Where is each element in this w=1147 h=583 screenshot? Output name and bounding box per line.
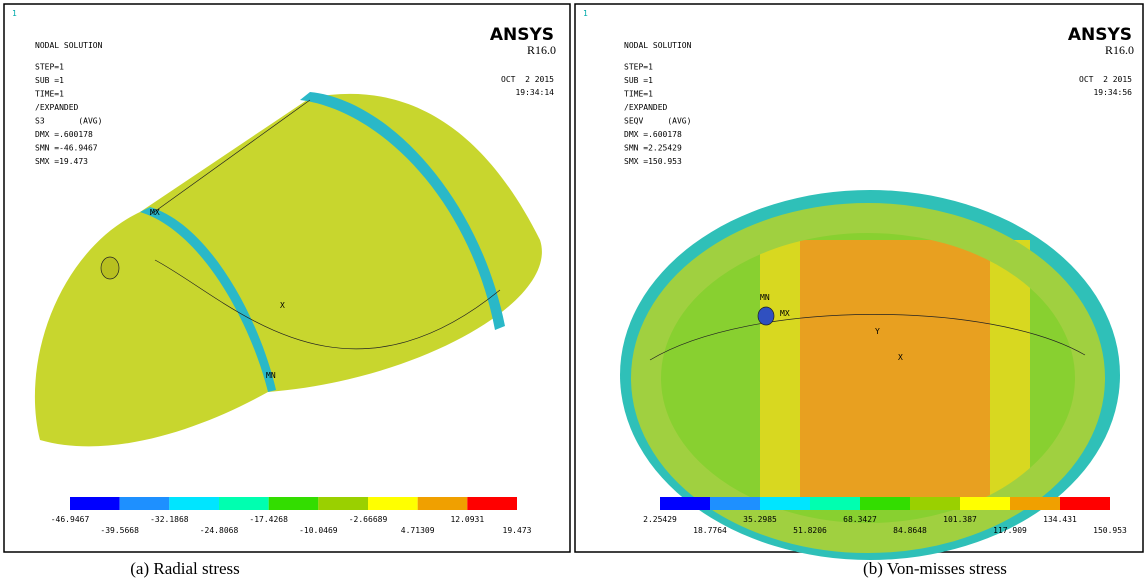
colorbar-band [219,497,269,510]
time: 19:34:56 [1093,88,1132,97]
caption: (a) Radial stress [130,559,240,578]
colorbar-band [169,497,219,510]
header-line: /EXPANDED [35,103,79,112]
marker: MX [150,208,160,217]
legend-label: -2.66689 [349,515,388,524]
colorbar-band [860,497,910,510]
page: 1 NODAL SOLUTION STEP=1 SUB =1 TIME=1/EXPAND… [0,0,1147,583]
marker: X [898,353,903,362]
colorbar-band [120,497,170,510]
marker: MN [266,371,276,380]
legend-label: 35.2985 [743,515,777,524]
colorbar-band [418,497,468,510]
legend-label: 68.3427 [843,515,877,524]
legend-label: 12.0931 [450,515,484,524]
colorbar-band [910,497,960,510]
colorbar-band [269,497,319,510]
marker: MX [780,309,790,318]
date: OCT 2 2015 [1079,75,1132,84]
version: R16.0 [527,43,556,57]
corner-label: 1 [583,9,588,18]
colorbar-band [760,497,810,510]
marker: X [280,301,285,310]
header-line: SMN =-46.9467 [35,144,98,153]
time: 19:34:14 [515,88,554,97]
legend-label: 117.909 [993,526,1027,535]
header-line: SMX =19.473 [35,157,88,166]
legend-label: 4.71309 [401,526,435,535]
version: R16.0 [1105,43,1134,57]
legend-label: -32.1868 [150,515,189,524]
legend-label: -39.5668 [100,526,139,535]
colorbar-band [467,497,517,510]
colorbar-band [368,497,418,510]
header-line: STEP=1 [35,63,64,72]
legend-label: 18.7764 [693,526,727,535]
header-line: SMN =2.25429 [624,144,682,153]
header-line: DMX =.600178 [624,130,682,139]
legend-label: 101.387 [943,515,977,524]
brand: ANSYS [1068,25,1132,45]
marker: Y [875,327,880,336]
header-line: TIME=1 [624,90,653,99]
legend-label: 84.8648 [893,526,927,535]
colorbar-band [70,497,120,510]
legend-label: -17.4268 [249,515,288,524]
colorbar-band [810,497,860,510]
header-line: S3 (AVG) [35,117,102,126]
colorbar-band [710,497,760,510]
legend-label: -10.0469 [299,526,338,535]
brand: ANSYS [490,25,554,45]
legend-label: 19.473 [503,526,532,535]
header-line: SEQV (AVG) [624,117,691,126]
header-line: DMX =.600178 [35,130,93,139]
colorbar-band [660,497,710,510]
header-line: SUB =1 [624,76,653,85]
model-radial [35,92,542,446]
header-line: NODAL SOLUTION [624,41,692,50]
header-line: SMX =150.953 [624,157,682,166]
header-line: SUB =1 [35,76,64,85]
marker: MN [760,293,770,302]
legend-label: 2.25429 [643,515,677,524]
header-line: TIME=1 [35,90,64,99]
legend-label: -24.8068 [200,526,239,535]
colorbar-band [1010,497,1060,510]
header-line: NODAL SOLUTION [35,41,103,50]
corner-label: 1 [12,9,17,18]
caption: (b) Von-misses stress [863,559,1007,578]
legend-label: 150.953 [1093,526,1127,535]
colorbar-band [1060,497,1110,510]
colorbar-band [318,497,368,510]
figure: 1 NODAL SOLUTION STEP=1 SUB =1 TIME=1/EXPAND… [0,0,1147,583]
legend-label: -46.9467 [51,515,90,524]
header-line: /EXPANDED [624,103,668,112]
colorbar-band [960,497,1010,510]
legend-label: 134.431 [1043,515,1077,524]
legend-label: 51.8206 [793,526,827,535]
date: OCT 2 2015 [501,75,554,84]
header-line: STEP=1 [624,63,653,72]
